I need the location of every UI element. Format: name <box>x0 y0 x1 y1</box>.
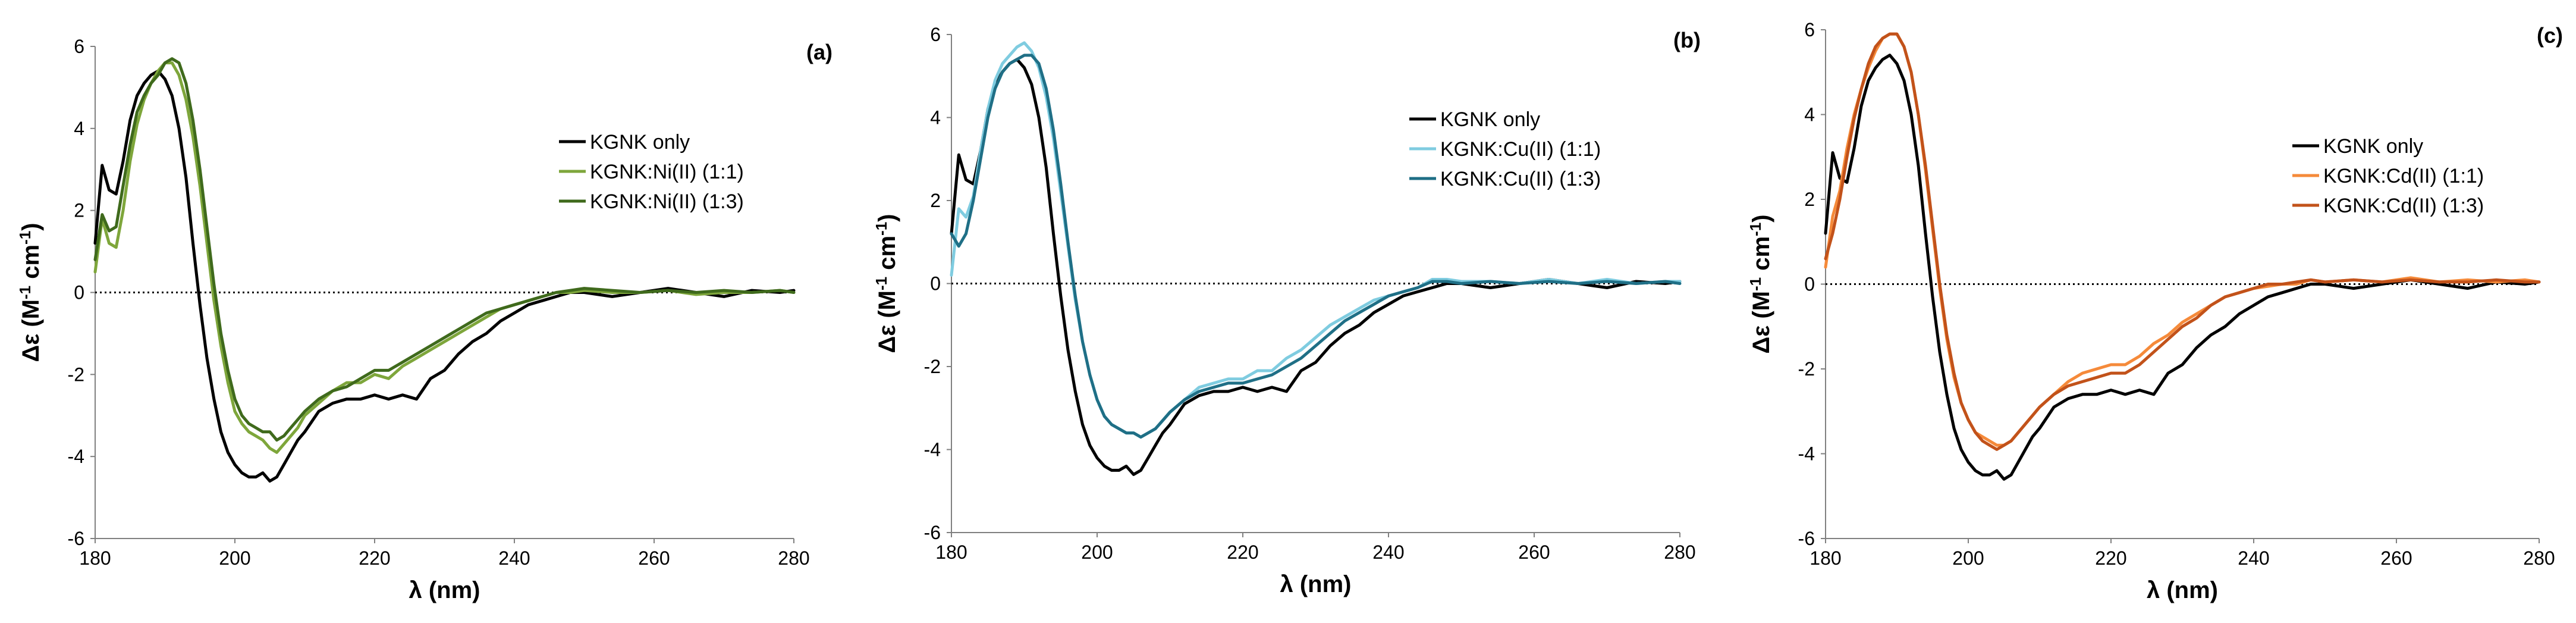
x-tick-label: 260 <box>1518 541 1550 563</box>
y-tick-label: 4 <box>74 118 84 139</box>
x-tick-label: 180 <box>1810 547 1841 569</box>
y-axis-title-part: ) <box>874 214 900 221</box>
y-axis-title-superscript: -1 <box>872 277 890 290</box>
x-tick-label: 200 <box>219 547 250 569</box>
legend: KGNK only KGNK:Ni(II) (1:1) KGNK:Ni(II) (1… <box>559 131 744 213</box>
panel-label: (a) <box>806 40 833 64</box>
x-tick-label: 200 <box>1952 547 1984 569</box>
x-tick-label: 280 <box>1664 541 1695 563</box>
legend: KGNK only KGNK:Cu(II) (1:1) KGNK:Cu(II) (1… <box>1409 108 1601 190</box>
legend-label: KGNK:Cu(II) (1:3) <box>1440 168 1601 190</box>
y-axis-title-part: ) <box>18 223 44 230</box>
y-tick-label: 6 <box>930 24 941 45</box>
legend-label: KGNK:Cu(II) (1:1) <box>1440 138 1601 161</box>
legend-label: KGNK:Cd(II) (1:3) <box>2323 195 2484 217</box>
y-axis-title-superscript: -1 <box>16 286 34 299</box>
y-axis-title: Δε (M-1 cm-1) <box>872 214 900 353</box>
x-tick-label: 220 <box>1227 541 1258 563</box>
y-tick-label: 0 <box>1804 274 1815 295</box>
x-tick-label: 240 <box>2238 547 2269 569</box>
y-tick-label: -2 <box>1798 358 1815 380</box>
y-tick-label: 6 <box>1804 19 1815 40</box>
x-tick-label: 220 <box>359 547 390 569</box>
y-axis-title-superscript: -1 <box>16 231 34 245</box>
y-tick-label: -4 <box>924 439 941 461</box>
y-tick-label: 2 <box>74 200 84 221</box>
x-tick-label: 260 <box>638 547 670 569</box>
y-tick-label: -2 <box>924 356 941 377</box>
legend: KGNK only KGNK:Cd(II) (1:1) KGNK:Cd(II) (1… <box>2292 135 2484 217</box>
y-axis-title: Δε (M-1 cm-1) <box>16 223 44 362</box>
x-tick-label: 180 <box>79 547 111 569</box>
series-line-kgnk-only <box>950 58 1682 476</box>
y-axis-title-part: cm <box>18 245 44 286</box>
x-tick-label: 240 <box>1372 541 1404 563</box>
y-tick-label: -6 <box>68 528 84 549</box>
y-tick-label: -6 <box>924 522 941 543</box>
x-tick-label: 220 <box>2095 547 2126 569</box>
x-axis-title: λ (nm) <box>1280 571 1352 597</box>
legend-label: KGNK:Ni(II) (1:3) <box>590 190 744 213</box>
y-axis-title-part: Δε (M <box>1748 291 1774 354</box>
panel-label: (b) <box>1673 28 1701 52</box>
y-tick-label: 4 <box>1804 104 1815 126</box>
legend-label: KGNK only <box>2323 135 2423 158</box>
series-line-kgnk-cu-ii-1-3 <box>950 54 1682 439</box>
y-tick-label: 4 <box>930 107 941 129</box>
y-axis-title-part: cm <box>1748 236 1774 277</box>
y-tick-label: -4 <box>68 446 84 467</box>
y-axis-title-superscript: -1 <box>1746 223 1764 236</box>
x-tick-label: 260 <box>2380 547 2412 569</box>
y-axis-title-part: cm <box>874 236 900 277</box>
x-tick-label: 240 <box>498 547 530 569</box>
legend-label: KGNK only <box>590 131 690 154</box>
series-line-kgnk-cd-ii-1-3 <box>1824 32 2541 451</box>
y-axis-title-part: Δε (M <box>874 290 900 353</box>
x-axis-title: λ (nm) <box>409 577 480 603</box>
y-axis-title-part: Δε (M <box>18 299 44 362</box>
legend-label: KGNK:Ni(II) (1:1) <box>590 161 744 183</box>
y-tick-label: -2 <box>68 364 84 385</box>
y-tick-label: 0 <box>74 282 84 303</box>
y-tick-label: -4 <box>1798 443 1815 465</box>
y-tick-label: -6 <box>1798 528 1815 549</box>
y-axis-title-superscript: -1 <box>1746 277 1764 291</box>
series-line-kgnk-ni-ii-1-3 <box>93 57 796 442</box>
x-tick-label: 200 <box>1081 541 1113 563</box>
y-axis-title-part: ) <box>1748 214 1774 222</box>
y-tick-label: 6 <box>74 36 84 57</box>
series-line-kgnk-only <box>93 69 796 483</box>
y-tick-label: 2 <box>1804 189 1815 210</box>
x-axis-title: λ (nm) <box>2147 577 2218 603</box>
y-tick-label: 2 <box>930 190 941 211</box>
series-line-kgnk-only <box>1824 54 2541 481</box>
legend-label: KGNK only <box>1440 108 1540 131</box>
legend-label: KGNK:Cd(II) (1:1) <box>2323 165 2484 187</box>
x-tick-label: 280 <box>2523 547 2555 569</box>
y-axis-title-superscript: -1 <box>872 222 890 236</box>
panel-label: (c) <box>2537 23 2563 48</box>
x-tick-label: 280 <box>778 547 809 569</box>
x-tick-label: 180 <box>935 541 967 563</box>
y-axis-title: Δε (M-1 cm-1) <box>1746 214 1774 353</box>
y-tick-label: 0 <box>930 273 941 295</box>
